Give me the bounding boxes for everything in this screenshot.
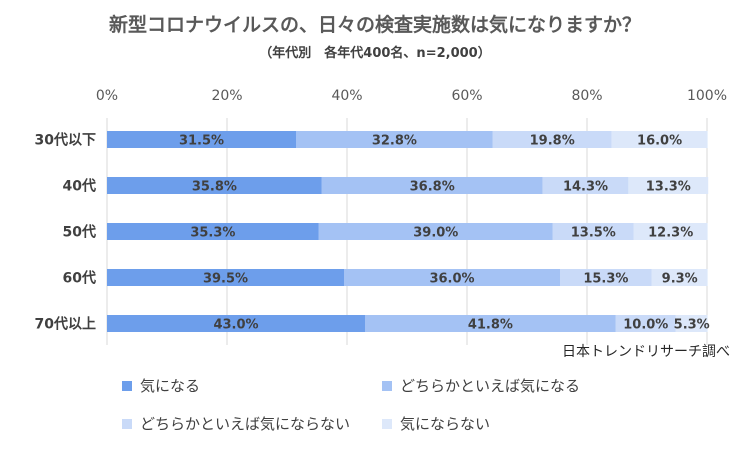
data-label: 39.0% (413, 226, 458, 241)
data-label: 36.0% (429, 272, 474, 287)
legend-swatch (382, 418, 392, 429)
category-label: 50代 (63, 224, 96, 241)
bar-segment (321, 177, 543, 194)
data-label: 32.8% (372, 134, 417, 149)
x-tick-label: 80% (571, 88, 602, 104)
data-label: 36.8% (410, 180, 455, 195)
data-label: 9.3% (662, 272, 698, 287)
category-label: 40代 (63, 178, 96, 195)
data-label: 39.5% (203, 272, 248, 287)
x-tick-label: 0% (96, 88, 118, 104)
x-tick-label: 60% (451, 88, 482, 104)
bar-segment (542, 177, 629, 194)
data-label: 10.0% (623, 318, 668, 333)
chart-subtitle: （年代別 各年代400名、n=2,000） (259, 46, 491, 61)
bar-segment (552, 223, 634, 240)
legend-item: 気にならない (382, 413, 490, 434)
x-tick-label: 20% (211, 88, 242, 104)
bar-segment (633, 223, 708, 240)
bar-segment (107, 177, 322, 194)
bar-segment (107, 269, 344, 286)
data-label: 5.3% (674, 318, 710, 333)
data-label: 13.5% (571, 226, 616, 241)
legend-swatch (382, 380, 392, 391)
source-note: 日本トレンドリサーチ調べ (562, 344, 730, 360)
legend-label: 気になる (140, 377, 201, 395)
chart-title: 新型コロナウイルスの、日々の検査実施数は気になりますか？ (108, 14, 641, 36)
bar-segment (651, 269, 708, 286)
category-label: 70代以上 (35, 316, 96, 333)
data-label: 35.3% (190, 226, 235, 241)
bar-segment (296, 131, 493, 148)
data-label: 19.8% (530, 134, 575, 149)
data-label: 41.8% (468, 318, 513, 333)
x-tick-label: 100% (687, 88, 727, 104)
legend-label: 気にならない (400, 415, 491, 433)
data-label: 16.0% (637, 134, 682, 149)
legend-swatch (122, 380, 132, 391)
bar-segment (107, 131, 296, 148)
category-label: 30代以下 (35, 132, 96, 149)
bar-segment (344, 269, 560, 286)
bar-segment (560, 269, 652, 286)
bar-segment (675, 315, 708, 332)
data-label: 43.0% (213, 318, 258, 333)
legend-item: 気になる (122, 375, 200, 396)
legend-label: どちらかといえば気にならない (140, 415, 351, 433)
bar-segment (492, 131, 612, 148)
data-label: 14.3% (563, 180, 608, 195)
bar-segment (615, 315, 676, 332)
bar-segment (107, 315, 365, 332)
data-label: 35.8% (192, 180, 237, 195)
data-label: 12.3% (648, 226, 693, 241)
bar-segment (611, 131, 708, 148)
bar-segment (628, 177, 709, 194)
legend-swatch (122, 418, 132, 429)
legend-item: どちらかといえば気にならない (122, 413, 350, 434)
legend-label: どちらかといえば気になる (400, 377, 581, 395)
data-label: 31.5% (179, 134, 224, 149)
bar-segment (365, 315, 616, 332)
bar-segment (107, 223, 319, 240)
category-label: 60代 (63, 270, 96, 287)
data-label: 15.3% (583, 272, 628, 287)
legend-item: どちらかといえば気になる (382, 375, 580, 396)
data-label: 13.3% (646, 180, 691, 195)
x-tick-label: 40% (331, 88, 362, 104)
bar-segment (318, 223, 553, 240)
